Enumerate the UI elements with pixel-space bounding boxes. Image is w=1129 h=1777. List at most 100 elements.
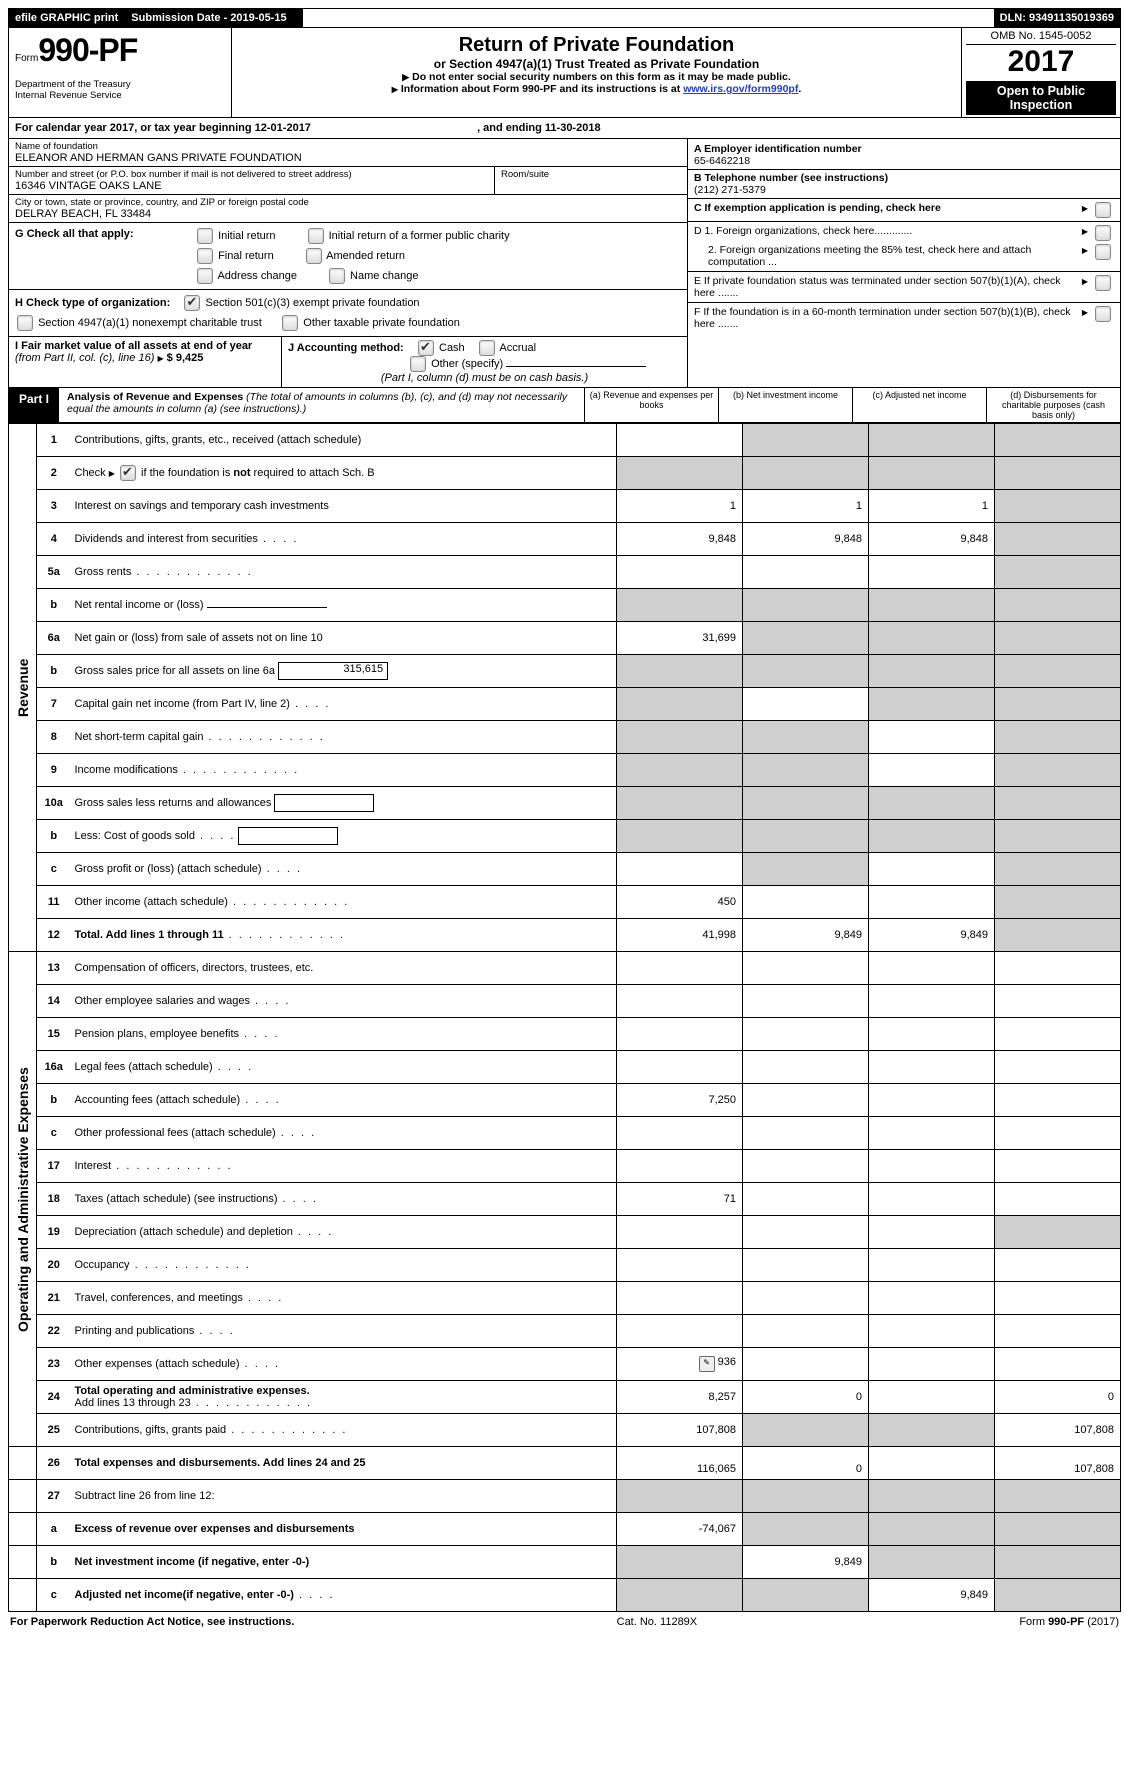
l27b-b: 9,849 bbox=[743, 1546, 869, 1579]
table-row: 9 Income modifications bbox=[9, 754, 1121, 787]
ln-21: 21 bbox=[37, 1282, 71, 1315]
b-label: B Telephone number (see instructions) bbox=[694, 172, 1114, 184]
cb-other-method[interactable] bbox=[410, 356, 426, 372]
ln-27: 27 bbox=[37, 1480, 71, 1513]
l1-desc: Contributions, gifts, grants, etc., rece… bbox=[71, 424, 617, 457]
col-c-hdr: (c) Adjusted net income bbox=[852, 388, 986, 422]
a-label: A Employer identification number bbox=[694, 143, 1114, 155]
form-note2: Information about Form 990-PF and its in… bbox=[238, 83, 955, 95]
table-row: 23 Other expenses (attach schedule) ✎ 936 bbox=[9, 1348, 1121, 1381]
cb-c[interactable] bbox=[1095, 202, 1111, 218]
part1-tag: Part I bbox=[9, 388, 59, 422]
ln-20: 20 bbox=[37, 1249, 71, 1282]
ln-17: 17 bbox=[37, 1150, 71, 1183]
cb-final-return[interactable] bbox=[197, 248, 213, 264]
cb-e[interactable] bbox=[1095, 275, 1111, 291]
l21-desc: Travel, conferences, and meetings bbox=[75, 1292, 243, 1304]
table-row: 24 Total operating and administrative ex… bbox=[9, 1381, 1121, 1414]
header-mid: Return of Private Foundation or Section … bbox=[232, 28, 962, 117]
j-label: J Accounting method: bbox=[288, 342, 404, 354]
l23-a: ✎ 936 bbox=[617, 1348, 743, 1381]
cb-address-change[interactable] bbox=[197, 268, 213, 284]
ln-7: 7 bbox=[37, 688, 71, 721]
part1-table: Revenue 1 Contributions, gifts, grants, … bbox=[8, 423, 1121, 1612]
cb-name-change[interactable] bbox=[329, 268, 345, 284]
efile-label: efile GRAPHIC print bbox=[9, 9, 125, 27]
table-row: 15Pension plans, employee benefits bbox=[9, 1018, 1121, 1051]
section-g: G Check all that apply: Initial return I… bbox=[9, 223, 687, 290]
attachment-icon[interactable]: ✎ bbox=[699, 1356, 715, 1372]
table-row: b Less: Cost of goods sold bbox=[9, 820, 1121, 853]
col-b-hdr: (b) Net investment income bbox=[718, 388, 852, 422]
l17-desc: Interest bbox=[75, 1160, 112, 1172]
l26-b: 0 bbox=[743, 1447, 869, 1480]
cb-4947a1[interactable] bbox=[17, 315, 33, 331]
l16b-a: 7,250 bbox=[617, 1084, 743, 1117]
room-label: Room/suite bbox=[501, 169, 681, 180]
l7-desc: Capital gain net income (from Part IV, l… bbox=[75, 698, 290, 710]
l10c-desc: Gross profit or (loss) (attach schedule) bbox=[75, 863, 262, 875]
l25-d: 107,808 bbox=[995, 1414, 1121, 1447]
cb-initial-return[interactable] bbox=[197, 228, 213, 244]
l23-desc: Other expenses (attach schedule) bbox=[75, 1358, 240, 1370]
ln-8: 8 bbox=[37, 721, 71, 754]
topbar-gap bbox=[294, 9, 303, 27]
l12-desc: Total. Add lines 1 through 11 bbox=[75, 929, 224, 941]
e-text: E If private foundation status was termi… bbox=[694, 275, 1078, 299]
foundation-name: ELEANOR AND HERMAN GANS PRIVATE FOUNDATI… bbox=[15, 152, 681, 164]
cb-other-taxable[interactable] bbox=[282, 315, 298, 331]
table-row: 5a Gross rents bbox=[9, 556, 1121, 589]
name-label: Name of foundation bbox=[15, 141, 681, 152]
table-row: b Gross sales price for all assets on li… bbox=[9, 655, 1121, 688]
irs-link[interactable]: www.irs.gov/form990pf bbox=[683, 83, 798, 95]
cal-begin: 12-01-2017 bbox=[255, 122, 311, 134]
g-o6: Name change bbox=[350, 270, 419, 282]
cal-pre: For calendar year 2017, or tax year begi… bbox=[15, 122, 255, 134]
l27a-a: -74,067 bbox=[617, 1513, 743, 1546]
col-a-hdr: (a) Revenue and expenses per books bbox=[584, 388, 718, 422]
ln-16b: b bbox=[37, 1084, 71, 1117]
table-row: 12 Total. Add lines 1 through 11 41,998 … bbox=[9, 919, 1121, 952]
ln-25: 25 bbox=[37, 1414, 71, 1447]
cb-initial-former[interactable] bbox=[308, 228, 324, 244]
l2-desc: Check if the foundation is not required … bbox=[71, 457, 617, 490]
submission-date: Submission Date - 2019-05-15 bbox=[125, 9, 293, 27]
page-footer: For Paperwork Reduction Act Notice, see … bbox=[8, 1612, 1121, 1628]
l4-c: 9,848 bbox=[869, 523, 995, 556]
form-header: Form990-PF Department of the Treasury In… bbox=[8, 28, 1121, 118]
cb-schb[interactable] bbox=[120, 465, 136, 481]
ln-5a: 5a bbox=[37, 556, 71, 589]
entity-block: Name of foundation ELEANOR AND HERMAN GA… bbox=[8, 139, 1121, 388]
l27-desc: Subtract line 26 from line 12: bbox=[71, 1480, 617, 1513]
cb-d1[interactable] bbox=[1095, 225, 1111, 241]
l18-desc: Taxes (attach schedule) (see instruction… bbox=[75, 1193, 278, 1205]
cb-cash[interactable] bbox=[418, 340, 434, 356]
table-row: 14Other employee salaries and wages bbox=[9, 985, 1121, 1018]
l16c-desc: Other professional fees (attach schedule… bbox=[75, 1127, 276, 1139]
ln-14: 14 bbox=[37, 985, 71, 1018]
cb-f[interactable] bbox=[1095, 306, 1111, 322]
ln-23: 23 bbox=[37, 1348, 71, 1381]
part1-title: Analysis of Revenue and Expenses bbox=[67, 391, 246, 403]
l3-a: 1 bbox=[617, 490, 743, 523]
cb-amended-return[interactable] bbox=[306, 248, 322, 264]
ln-11: 11 bbox=[37, 886, 71, 919]
ln-19: 19 bbox=[37, 1216, 71, 1249]
table-row: c Gross profit or (loss) (attach schedul… bbox=[9, 853, 1121, 886]
cb-501c3[interactable] bbox=[184, 295, 200, 311]
cb-d2[interactable] bbox=[1095, 244, 1111, 260]
cb-accrual[interactable] bbox=[479, 340, 495, 356]
col-d-hdr: (d) Disbursements for charitable purpose… bbox=[986, 388, 1120, 422]
i-label: I Fair market value of all assets at end… bbox=[15, 340, 252, 352]
l24-desc: Total operating and administrative expen… bbox=[71, 1381, 617, 1414]
l3-b: 1 bbox=[743, 490, 869, 523]
dln: DLN: 93491135019369 bbox=[994, 9, 1120, 27]
city-label: City or town, state or province, country… bbox=[15, 197, 681, 208]
ln-6a: 6a bbox=[37, 622, 71, 655]
table-row: 22Printing and publications bbox=[9, 1315, 1121, 1348]
table-row: 18Taxes (attach schedule) (see instructi… bbox=[9, 1183, 1121, 1216]
ln-3: 3 bbox=[37, 490, 71, 523]
l10b-desc: Less: Cost of goods sold bbox=[71, 820, 617, 853]
ln-9: 9 bbox=[37, 754, 71, 787]
dept-line1: Department of the Treasury bbox=[15, 79, 225, 90]
